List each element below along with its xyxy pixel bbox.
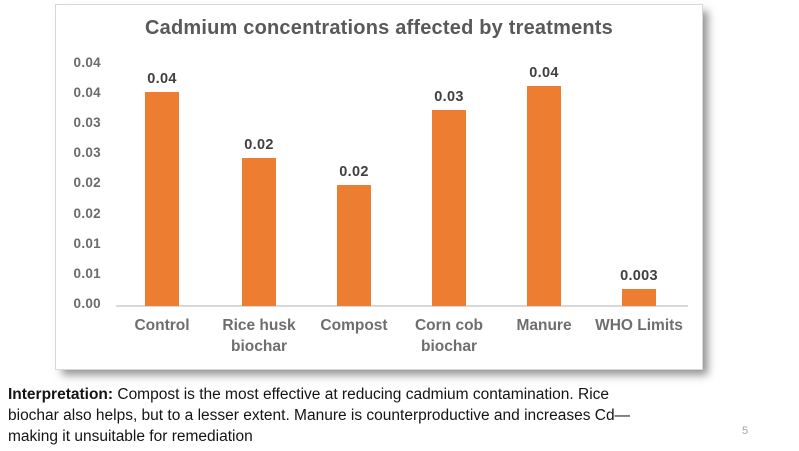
bar-data-label: 0.02	[339, 164, 369, 180]
x-axis: Control Rice husk biochar Compost Corn cob …	[56, 5, 702, 369]
y-axis-tick-label: 0.04	[73, 84, 101, 100]
y-axis-tick-label: 0.03	[73, 115, 101, 131]
bar-data-label: 0.03	[434, 89, 464, 105]
y-axis-tick-label: 0.02	[73, 175, 101, 191]
interpretation-line-3: making it unsuitable for remediation	[8, 428, 253, 445]
y-axis-tick-label: 0.01	[73, 265, 101, 281]
x-axis-line	[116, 305, 688, 307]
x-axis-category-label: WHO Limits	[595, 317, 683, 334]
y-axis-tick-label: 0.02	[73, 205, 101, 221]
y-axis-tick-label: 0.00	[73, 296, 101, 311]
interpretation-line-1: Compost is the most effective at reducin…	[113, 386, 610, 403]
y-axis: 0.00 0.01 0.01 0.02 0.02 0.03 0.03 0.04 0.04	[56, 5, 702, 369]
bar-control	[145, 92, 179, 306]
chart-title: Cadmium concentrations affected by treat…	[145, 17, 613, 39]
x-axis-category-label: Manure	[516, 317, 572, 334]
page-number: 5	[742, 425, 749, 437]
bar-data-label: 0.003	[620, 268, 658, 284]
y-axis-tick-label: 0.04	[73, 54, 101, 70]
x-axis-category-label: Compost	[320, 317, 388, 334]
x-axis-category-label: Corn cob biochar	[414, 317, 484, 355]
bar-data-label: 0.02	[244, 137, 274, 153]
bar-data-label: 0.04	[147, 71, 177, 87]
y-axis-tick-label: 0.01	[73, 235, 101, 251]
y-axis-tick-label: 0.03	[73, 145, 101, 161]
bar-compost	[337, 185, 371, 306]
bar-corn-cob-biochar	[432, 110, 466, 306]
x-axis-category-label: Rice husk biochar	[222, 317, 296, 355]
bar-rice-husk-biochar	[242, 158, 276, 306]
interpretation-label: Interpretation:	[8, 386, 114, 403]
chart-container: Cadmium concentrations affected by treat…	[55, 4, 703, 370]
bar-data-label: 0.04	[529, 65, 559, 81]
interpretation-line-2: biochar also helps, but to a lesser exte…	[8, 407, 631, 424]
interpretation-text: Interpretation: Compost is the most effe…	[8, 384, 668, 447]
plot-area: 0.04 0.02 0.02 0.03 0.04 0.003	[56, 5, 702, 369]
x-axis-category-label: Control	[134, 317, 190, 334]
bar-manure	[527, 86, 561, 306]
bar-who-limits	[622, 289, 656, 306]
